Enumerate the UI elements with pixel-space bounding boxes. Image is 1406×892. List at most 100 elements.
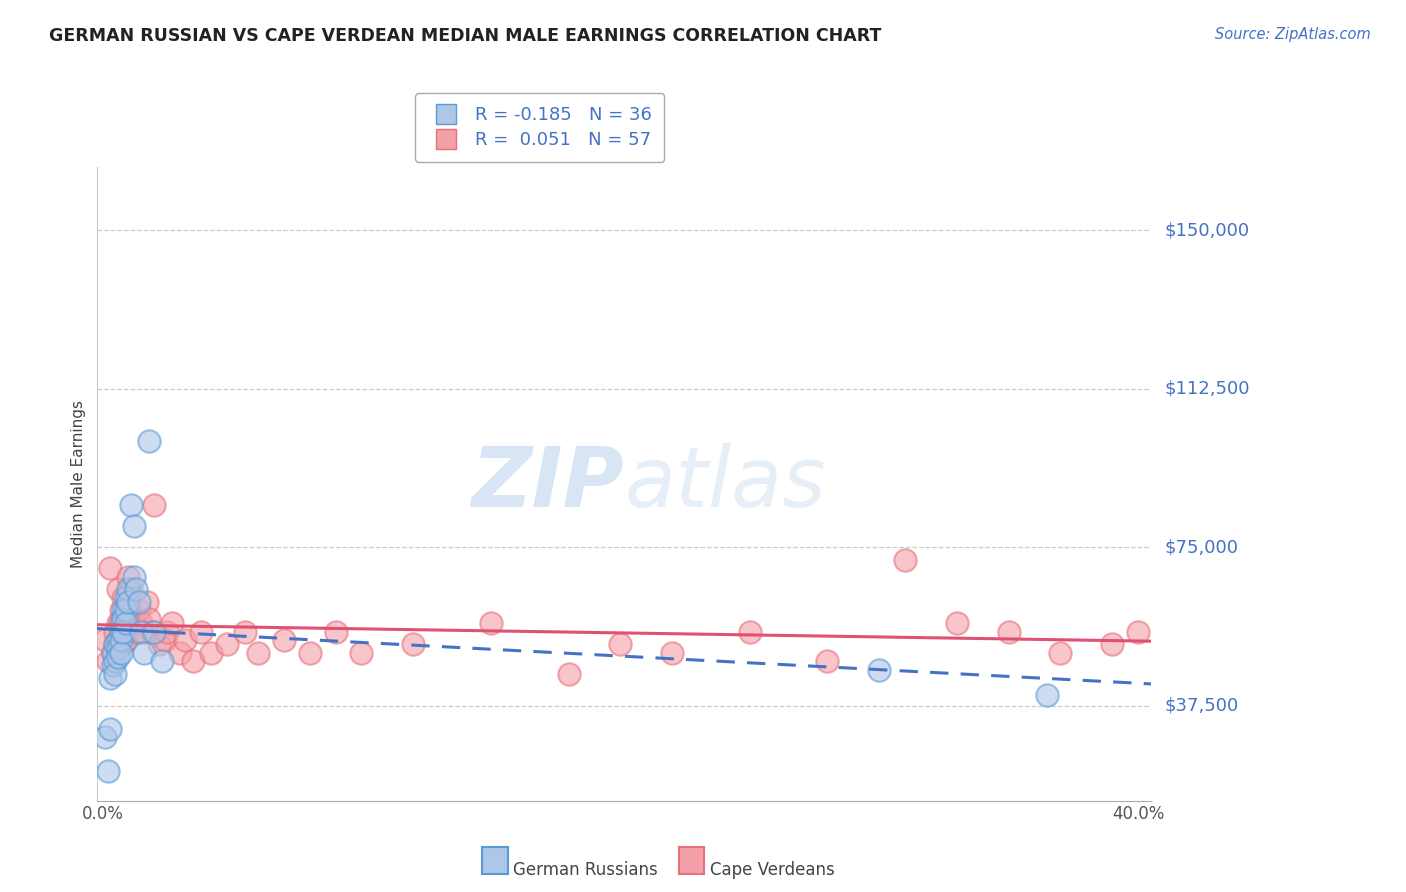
Point [233,624,256,639]
Point [661,646,683,660]
Point [122,519,145,533]
Point [200,646,222,660]
Point [143,624,166,639]
Point [110,624,132,639]
Legend: R = -0.185   N = 36, R =  0.051   N = 57: R = -0.185 N = 36, R = 0.051 N = 57 [415,94,665,161]
Point [174,632,197,647]
Point [609,637,631,651]
Point [1126,624,1149,639]
Point [298,646,321,660]
Point [350,646,373,660]
Point [132,624,155,639]
Point [107,632,129,647]
Point [114,624,136,639]
Point [94,730,117,744]
Point [1101,637,1123,651]
Point [150,654,173,668]
Point [122,569,145,583]
Point [946,616,969,631]
Text: Source: ZipAtlas.com: Source: ZipAtlas.com [1215,27,1371,42]
Point [101,646,124,660]
Point [153,632,176,647]
Point [190,624,212,639]
Point [107,582,129,597]
Point [125,582,148,597]
Point [110,616,132,631]
Point [104,637,127,651]
Point [110,646,132,660]
Y-axis label: Median Male Earnings: Median Male Earnings [72,400,86,567]
Point [156,624,179,639]
Point [98,722,121,736]
Text: ZIP: ZIP [471,443,624,524]
Point [325,624,347,639]
Point [112,624,135,639]
Point [131,624,153,639]
Text: atlas: atlas [624,443,825,524]
Point [114,603,136,617]
Point [135,595,157,609]
Point [557,666,579,681]
Point [114,616,136,631]
Text: $112,500: $112,500 [1166,379,1250,398]
Point [112,591,135,605]
Point [141,624,163,639]
Point [181,654,204,668]
Text: $150,000: $150,000 [1166,221,1250,239]
Text: $37,500: $37,500 [1166,697,1239,714]
Text: GERMAN RUSSIAN VS CAPE VERDEAN MEDIAN MALE EARNINGS CORRELATION CHART: GERMAN RUSSIAN VS CAPE VERDEAN MEDIAN MA… [49,27,882,45]
Point [131,616,153,631]
Point [128,595,150,609]
Point [125,624,148,639]
Point [104,637,127,651]
Point [738,624,761,639]
Point [114,591,136,605]
Point [117,595,139,609]
Point [120,498,142,512]
Point [117,569,139,583]
Point [120,582,142,597]
Point [110,624,132,639]
Point [138,434,160,449]
Point [101,646,124,660]
Point [110,603,132,617]
Point [114,632,136,647]
Point [273,632,295,647]
Point [1049,646,1071,660]
Text: German Russians: German Russians [513,861,658,879]
Point [148,637,170,651]
Point [98,561,121,575]
Point [112,612,135,626]
Point [98,671,121,685]
Point [117,595,139,609]
Point [246,646,269,660]
Point [110,612,132,626]
Point [138,612,160,626]
Point [128,603,150,617]
Point [132,646,155,660]
Point [143,498,166,512]
Point [101,658,124,673]
Point [868,663,890,677]
Point [112,603,135,617]
Point [215,637,238,651]
Point [894,552,917,566]
Point [117,582,139,597]
Point [104,654,127,668]
Point [107,641,129,656]
Point [120,612,142,626]
Point [997,624,1019,639]
Point [97,764,120,778]
Point [169,646,191,660]
Point [97,654,120,668]
Point [107,616,129,631]
Point [402,637,425,651]
Point [104,666,127,681]
Point [162,616,184,631]
Text: Cape Verdeans: Cape Verdeans [710,861,835,879]
Point [122,612,145,626]
Point [110,632,132,647]
Point [104,624,127,639]
Text: $75,000: $75,000 [1166,538,1239,556]
Point [94,632,117,647]
